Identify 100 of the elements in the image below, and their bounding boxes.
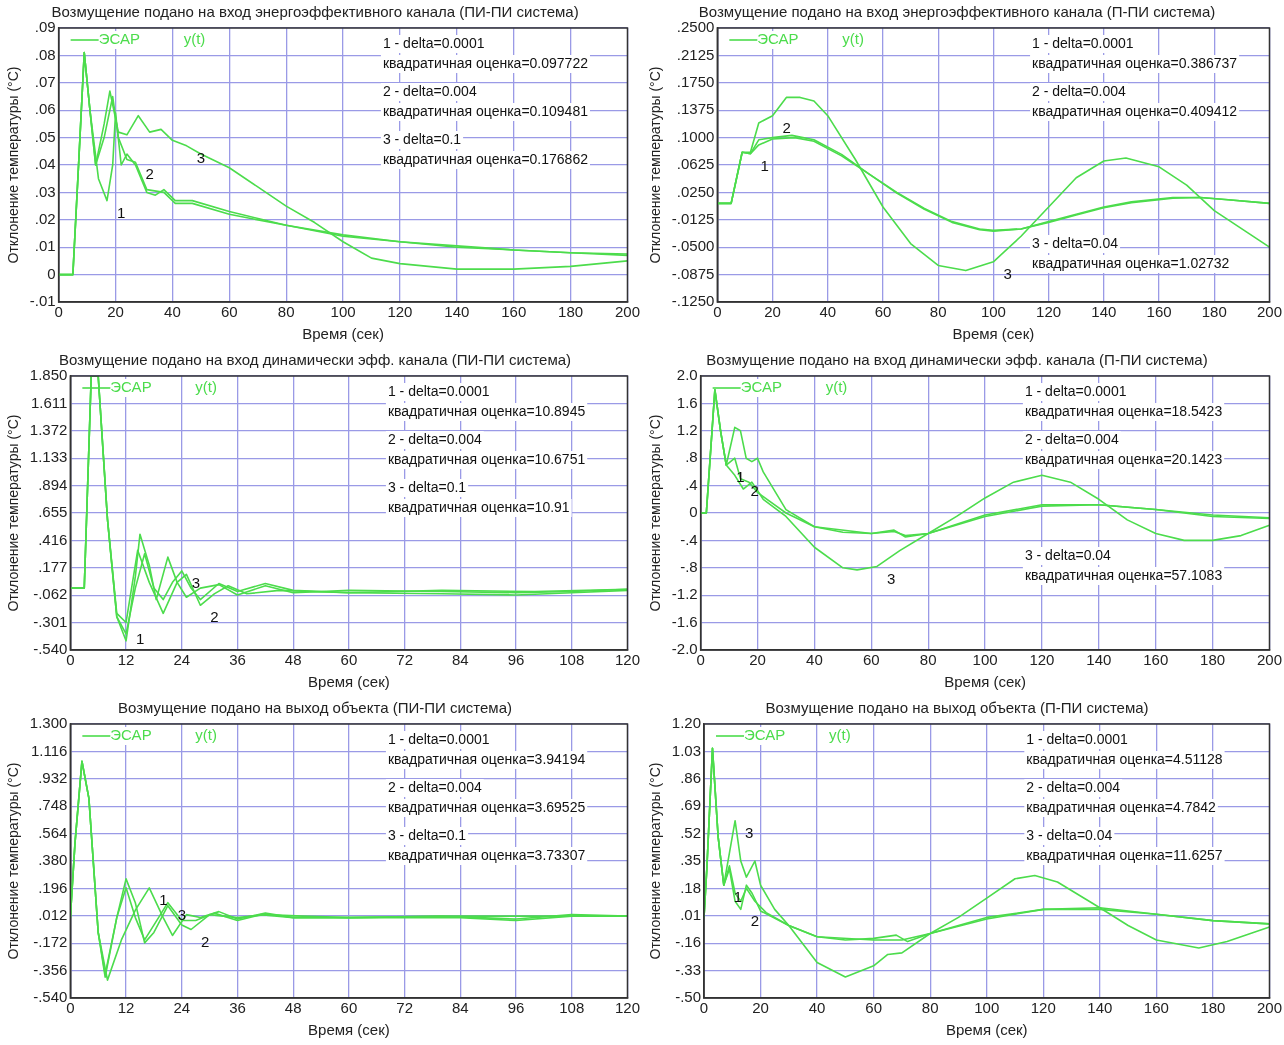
annotation: квадратичная оценка=20.1423	[1024, 450, 1223, 467]
x-tick-label: 80	[929, 303, 947, 321]
y-tick-label: .0625	[676, 155, 715, 173]
annotation: квадратичная оценка=4.51128	[1026, 750, 1223, 767]
annotation: 3 - delta=0.1	[387, 826, 467, 843]
x-tick-label: 160	[501, 303, 527, 321]
x-tick-label: 60	[874, 303, 892, 321]
chart-title: Возмущение подано на выход объекта (П-ПИ система)	[765, 699, 1149, 717]
y-tick-label: .1750	[676, 72, 715, 90]
y-tick-label: .08	[34, 45, 56, 63]
y-tick-label: .8	[685, 448, 698, 466]
annotation: 3 - delta=0.1	[387, 478, 467, 495]
annotation: 3 - delta=0.1	[382, 130, 462, 147]
x-tick-label: 140	[1087, 999, 1113, 1017]
annotation: квадратичная оценка=10.91	[387, 498, 570, 515]
x-tick-label: 120	[1030, 999, 1056, 1017]
x-tick-label: 24	[173, 651, 191, 669]
x-tick-label: 120	[1036, 303, 1062, 321]
x-tick-label: 36	[229, 999, 246, 1017]
y-tick-label: -.172	[33, 933, 68, 951]
x-tick-label: 120	[387, 303, 413, 321]
x-tick-label: 20	[749, 651, 766, 669]
x-tick-label: 24	[173, 999, 191, 1017]
y-tick-label: 0	[689, 503, 698, 521]
y-axis-title: Отклонение температуры (°C)	[5, 414, 22, 612]
x-tick-label: 40	[806, 651, 823, 669]
annotation: ЭСАР	[98, 30, 140, 48]
y-tick-label: 1.03	[671, 741, 701, 759]
annotation: 1	[159, 890, 168, 908]
annotation: квадратичная оценка=0.097722	[382, 54, 589, 71]
x-axis-title: Время (сек)	[945, 1021, 1028, 1039]
x-tick-label: 120	[614, 651, 640, 669]
x-tick-label: 60	[340, 651, 358, 669]
x-tick-label: 60	[862, 651, 880, 669]
y-tick-label: 1.133	[29, 448, 68, 466]
y-tick-label: 1.300	[29, 714, 68, 732]
y-tick-label: .05	[34, 127, 56, 145]
x-tick-label: 48	[284, 651, 302, 669]
y-tick-label: -.01	[29, 292, 56, 310]
y-tick-label: -.301	[33, 612, 68, 630]
annotation: квадратичная оценка=10.8945	[387, 402, 586, 419]
x-tick-label: 100	[330, 303, 356, 321]
y-tick-label: .07	[34, 72, 56, 90]
y-tick-label: 1.116	[30, 741, 68, 759]
y-tick-label: 0	[47, 264, 56, 282]
annotation: 1	[760, 156, 769, 174]
x-tick-label: 40	[808, 999, 826, 1017]
y-tick-label: .01	[34, 237, 56, 255]
x-axis-title: Время (сек)	[308, 1021, 390, 1039]
x-tick-label: 180	[1200, 999, 1226, 1017]
annotation: y(t)	[825, 378, 848, 396]
x-axis-title: Время (сек)	[952, 325, 1035, 343]
y-tick-label: -.540	[33, 640, 68, 658]
annotation: квадратичная оценка=3.69525	[387, 798, 586, 815]
x-axis-title: Время (сек)	[302, 325, 384, 343]
y-tick-label: .177	[38, 557, 68, 575]
x-tick-label: 60	[865, 999, 882, 1017]
x-tick-label: 36	[229, 651, 246, 669]
y-tick-label: .564	[38, 823, 68, 841]
y-tick-label: -.33	[675, 960, 701, 978]
chart-title: Возмущение подано на выход объекта (ПИ-ПИ система)	[117, 699, 513, 717]
x-tick-label: 200	[1256, 303, 1282, 321]
x-tick-label: 160	[1146, 303, 1172, 321]
x-tick-label: 72	[396, 651, 413, 669]
x-tick-label: 60	[220, 303, 238, 321]
annotation: 2	[750, 912, 760, 930]
annotation: 1 - delta=0.0001	[1032, 34, 1134, 51]
x-tick-label: 180	[558, 303, 584, 321]
annotation: 2 - delta=0.004	[1026, 778, 1121, 795]
x-tick-label: 80	[919, 651, 937, 669]
y-tick-label: .4	[685, 475, 698, 493]
y-tick-label: 1.6	[676, 393, 698, 411]
annotation: 1	[136, 630, 145, 648]
annotation: квадратичная оценка=3.94194	[387, 750, 586, 767]
y-tick-label: 1.20	[671, 714, 701, 732]
x-tick-label: 180	[1201, 303, 1227, 321]
x-tick-label: 108	[559, 651, 585, 669]
y-axis-title: Отклонение температуры (°C)	[647, 762, 664, 960]
y-tick-label: -.0500	[671, 237, 715, 255]
x-tick-label: 84	[452, 651, 469, 669]
x-tick-label: 140	[1091, 303, 1117, 321]
annotation: квадратичная оценка=0.409412	[1032, 102, 1238, 119]
annotation: y(t)	[828, 726, 851, 744]
annotation: y(t)	[195, 378, 218, 396]
x-tick-label: 180	[1200, 651, 1226, 669]
annotation: 3	[191, 574, 201, 592]
x-axis-title: Время (сек)	[944, 673, 1026, 691]
annotation: 2 - delta=0.004	[1032, 82, 1127, 99]
annotation: квадратичная оценка=18.5423	[1024, 402, 1223, 419]
annotation: 2	[201, 932, 210, 950]
annotation: 2 - delta=0.004	[387, 778, 482, 795]
annotation: 2	[145, 165, 154, 183]
y-tick-label: .1000	[676, 127, 715, 145]
y-tick-label: -.8	[680, 557, 698, 575]
chart-title: Возмущение подано на вход динамически эфф. канала (П-ПИ система)	[706, 351, 1208, 369]
x-tick-label: 200	[1256, 651, 1282, 669]
y-axis-title: Отклонение температуры (°C)	[5, 762, 22, 960]
annotation: 3 - delta=0.04	[1024, 546, 1112, 563]
y-axis-title: Отклонение температуры (°C)	[647, 414, 664, 612]
annotation: квадратичная оценка=3.73307	[387, 846, 586, 863]
